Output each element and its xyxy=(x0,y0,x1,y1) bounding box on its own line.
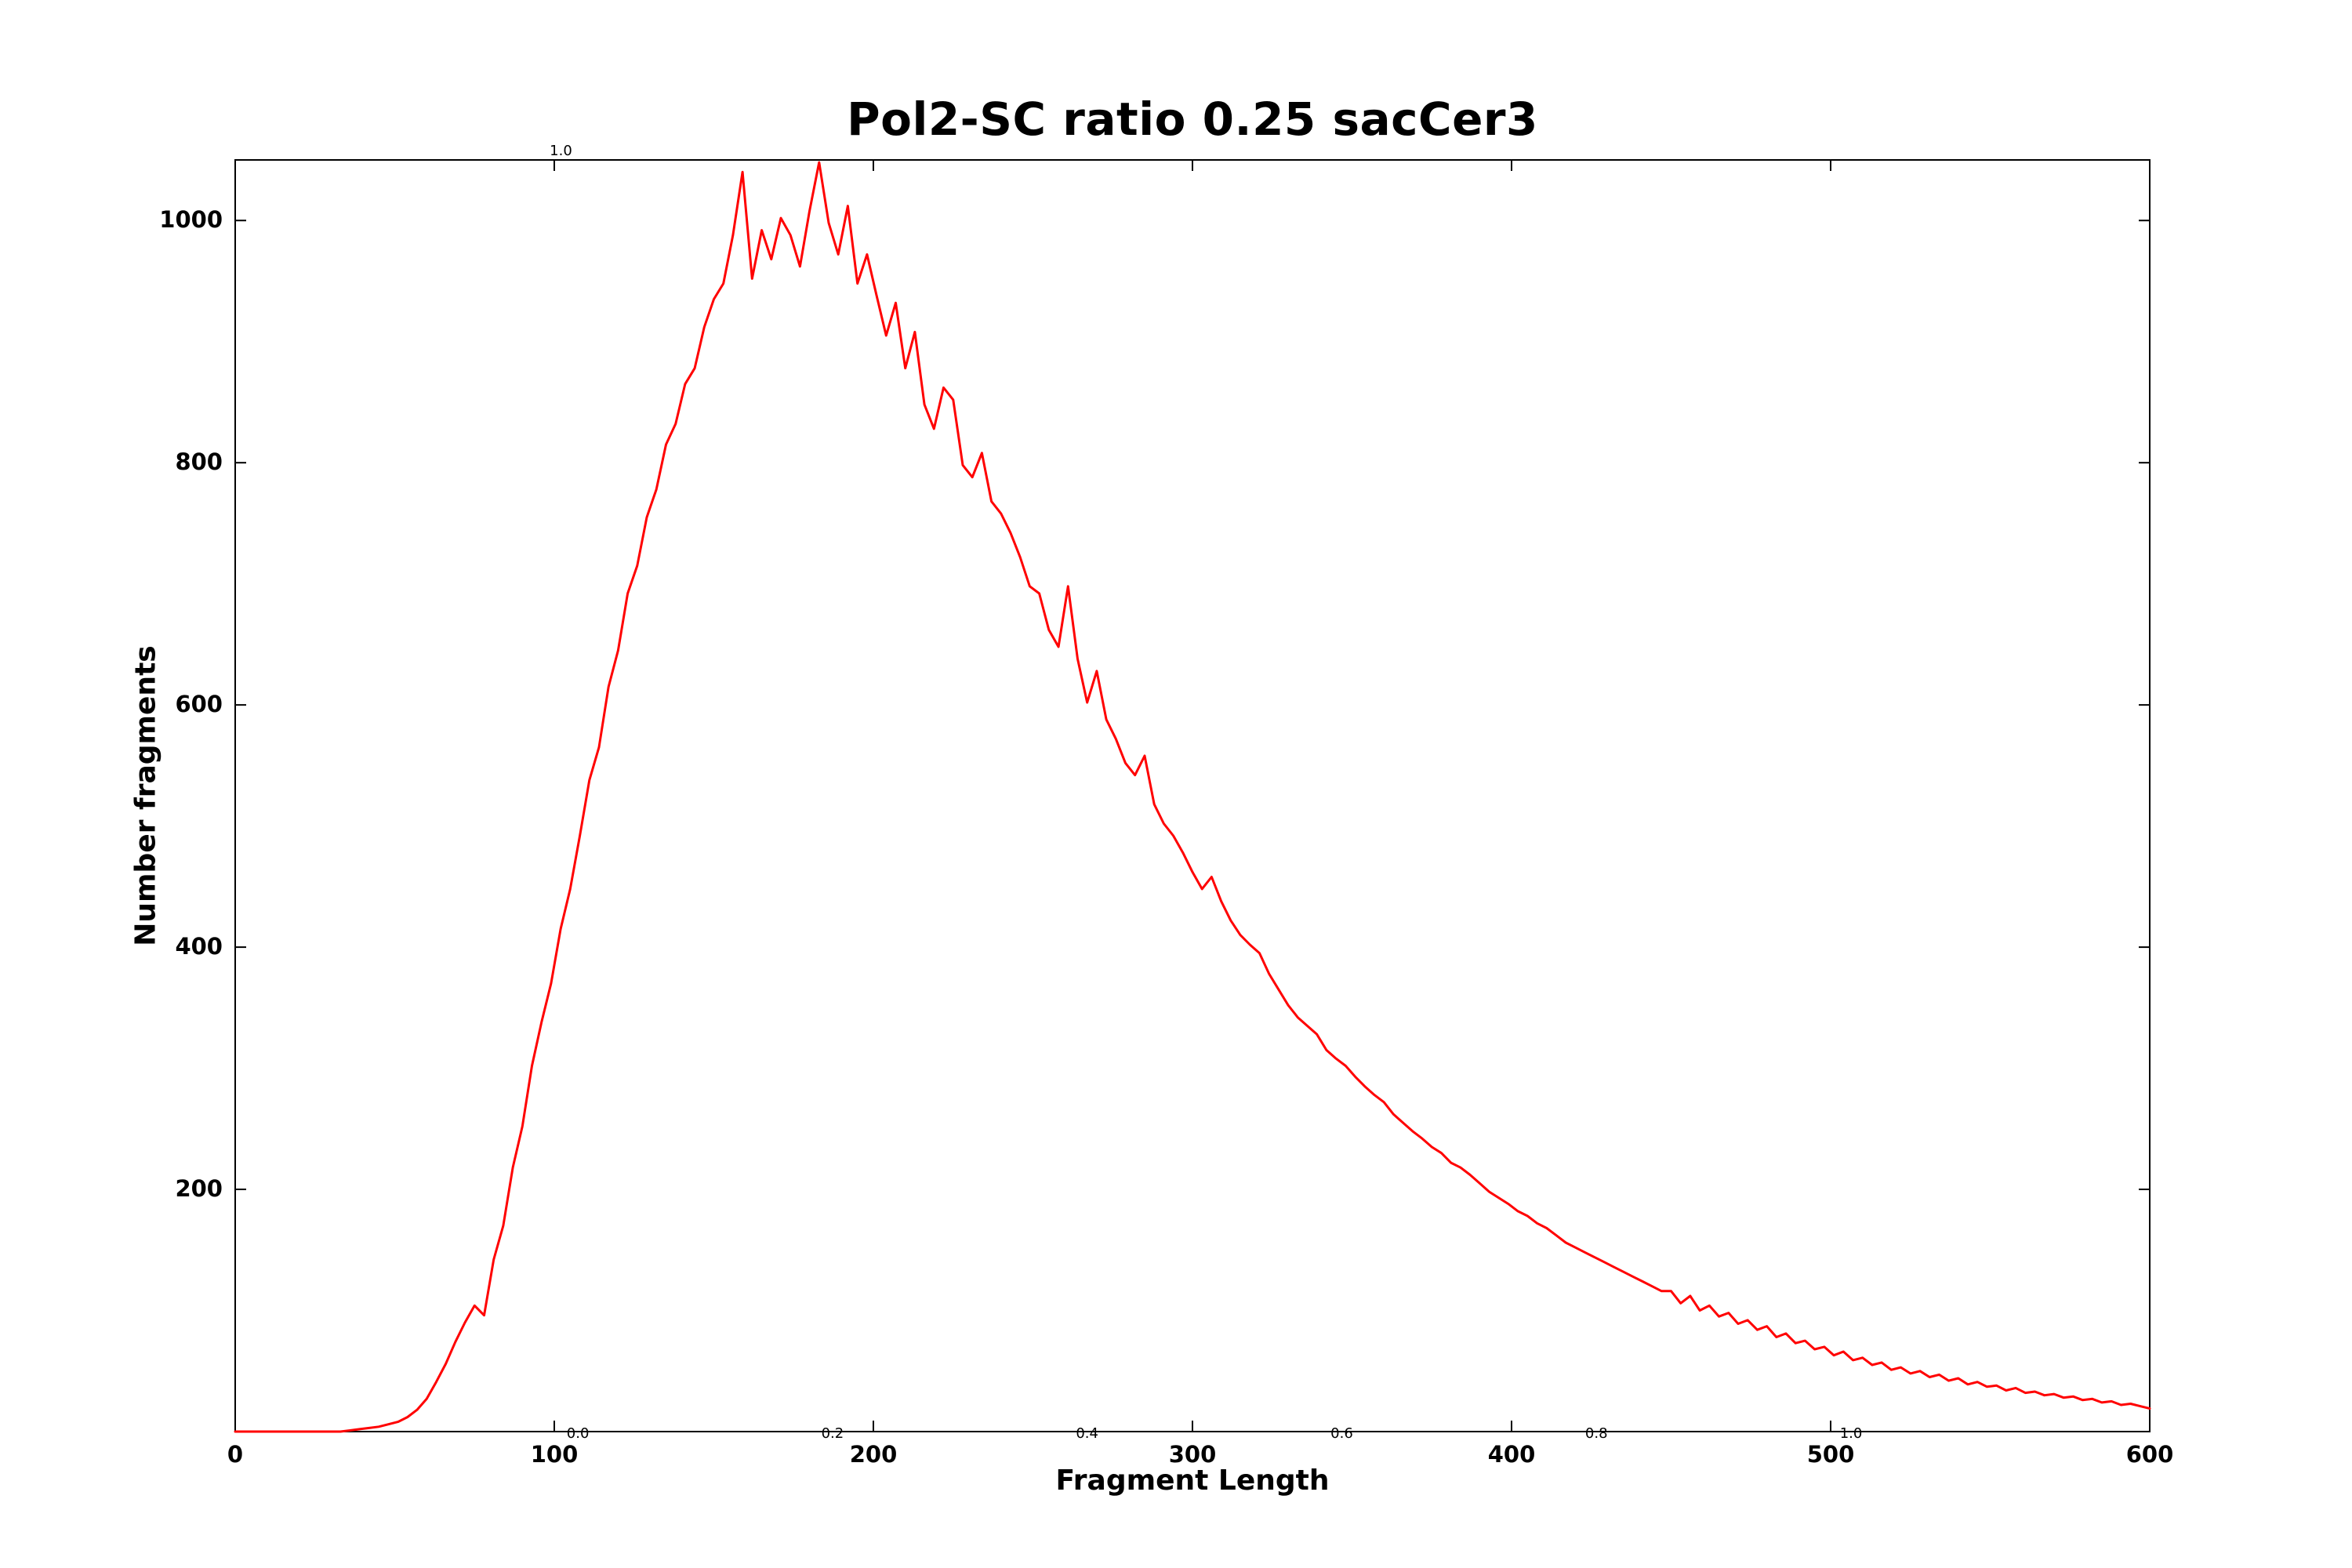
y-tick-label: 600 xyxy=(175,691,223,718)
y-axis-label: Number fragments xyxy=(129,645,162,946)
ghost-xtick-label: 0.2 xyxy=(821,1425,844,1442)
y-tick-label: 800 xyxy=(175,448,223,476)
ghost-xtick-label: 0.6 xyxy=(1330,1425,1353,1442)
x-tick-label: 400 xyxy=(1487,1441,1536,1468)
y-tick-label: 200 xyxy=(175,1175,223,1203)
ghost-xtick-label: 1.0 xyxy=(1839,1425,1863,1442)
ghost-xtick-label: 0.4 xyxy=(1076,1425,1098,1442)
y-tick-label: 400 xyxy=(175,933,223,960)
x-tick-label: 0 xyxy=(227,1441,244,1468)
axes-frame xyxy=(234,159,2151,1432)
data-line xyxy=(234,161,2151,1433)
ghost-xtick-label: 0.8 xyxy=(1584,1425,1608,1442)
x-tick-label: 100 xyxy=(530,1441,579,1468)
x-tick-label: 500 xyxy=(1806,1441,1855,1468)
x-tick-label: 200 xyxy=(849,1441,898,1468)
y-tick-label: 1000 xyxy=(159,206,223,234)
x-tick-label: 300 xyxy=(1168,1441,1217,1468)
chart-title: Pol2-SC ratio 0.25 sacCer3 xyxy=(847,93,1538,146)
ghost-xtick-label: 0.0 xyxy=(566,1425,590,1442)
x-tick-label: 600 xyxy=(2125,1441,2174,1468)
x-axis-label: Fragment Length xyxy=(1055,1465,1330,1497)
ghost-ytick-label: 1.0 xyxy=(550,143,572,159)
